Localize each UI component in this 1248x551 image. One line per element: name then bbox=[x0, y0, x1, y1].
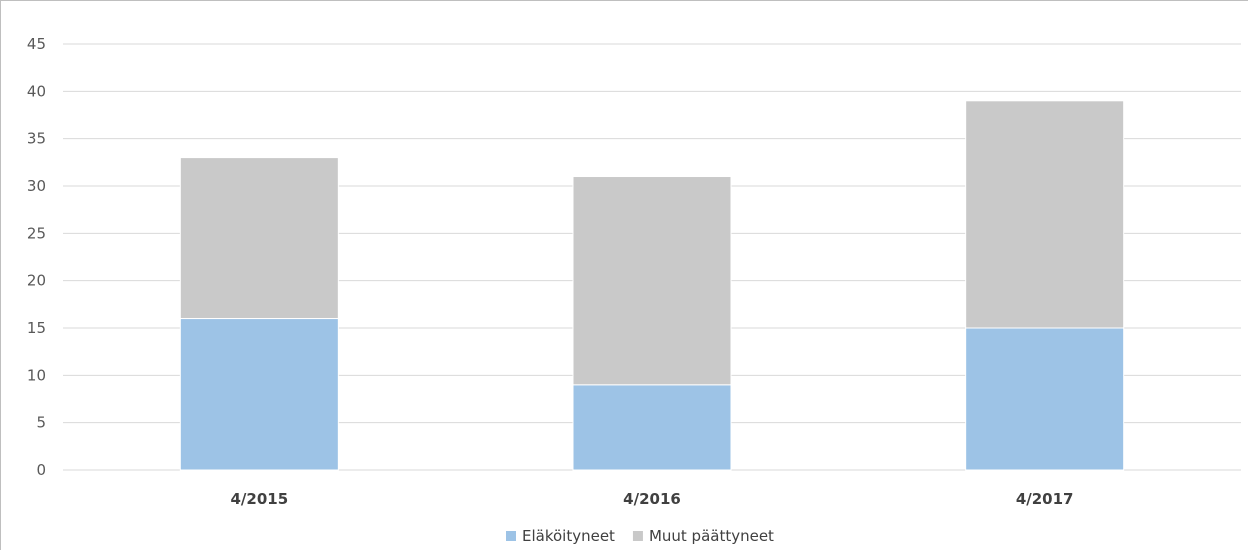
bar-segment bbox=[572, 384, 732, 471]
y-tick-label: 20 bbox=[27, 272, 46, 290]
bar-segment bbox=[179, 157, 339, 320]
y-tick-label: 40 bbox=[27, 82, 46, 100]
y-tick-label: 30 bbox=[27, 177, 46, 195]
legend-label: Eläköityneet bbox=[522, 527, 615, 545]
y-tick-label: 10 bbox=[27, 366, 46, 384]
legend: Eläköityneet Muut päättyneet bbox=[506, 527, 774, 545]
legend-swatch bbox=[632, 531, 643, 541]
y-tick-label: 5 bbox=[36, 414, 46, 432]
bar-segment bbox=[965, 100, 1125, 329]
legend-swatch bbox=[506, 531, 516, 541]
y-tick-label: 0 bbox=[36, 461, 46, 479]
x-category-label: 4/2017 bbox=[1016, 490, 1074, 508]
x-category-label: 4/2016 bbox=[623, 490, 681, 508]
x-axis-category-labels: 4/2015 4/2016 4/2017 bbox=[230, 490, 1073, 508]
y-tick-label: 25 bbox=[27, 224, 46, 242]
x-category-label: 4/2015 bbox=[230, 490, 288, 508]
y-tick-label: 15 bbox=[27, 319, 46, 337]
bar-segment bbox=[965, 327, 1125, 471]
bars bbox=[179, 100, 1125, 471]
bar-segment bbox=[572, 176, 732, 386]
y-tick-label: 45 bbox=[27, 35, 46, 53]
y-tick-label: 35 bbox=[27, 130, 46, 148]
legend-label: Muut päättyneet bbox=[649, 527, 774, 545]
y-axis-tick-labels: 0 5 10 15 20 25 30 35 40 45 bbox=[27, 35, 46, 479]
bar-segment bbox=[179, 318, 339, 471]
